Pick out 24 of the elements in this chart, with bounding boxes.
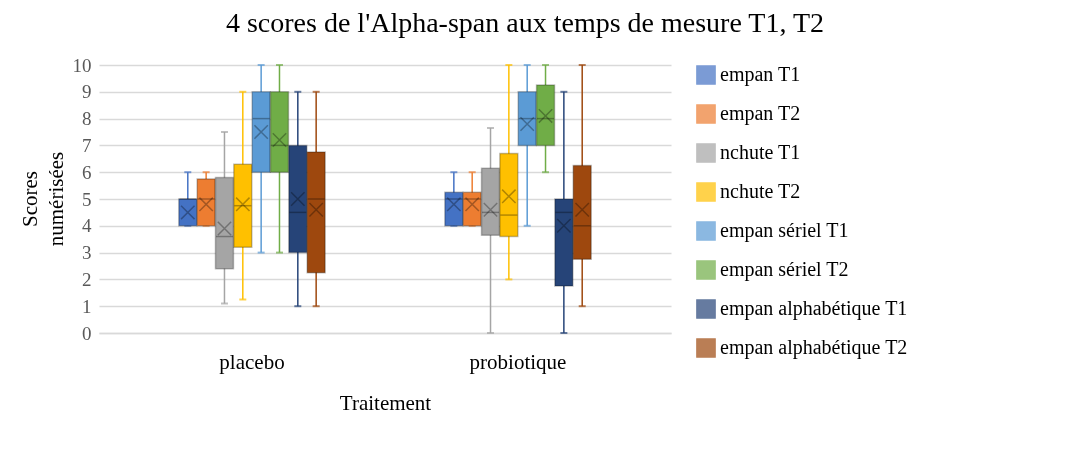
y-tick-label: 2 (82, 268, 92, 290)
y-tick-label: 8 (82, 108, 92, 130)
legend-label: empan T2 (720, 102, 801, 125)
legend-label: empan alphabétique T1 (720, 297, 908, 320)
y-tick-label: 7 (82, 134, 92, 156)
y-axis-title: Scores numérisées (18, 151, 68, 247)
x-tick-label: placebo (219, 349, 285, 374)
y-tick-label: 3 (82, 242, 92, 264)
y-tick-label: 10 (72, 54, 92, 76)
legend-label: empan sériel T2 (720, 258, 849, 281)
legend-label: empan alphabétique T2 (720, 336, 908, 359)
legend-label: nchute T1 (720, 141, 801, 163)
y-tick-label: 6 (82, 161, 92, 183)
y-tick-label: 5 (82, 188, 92, 210)
y-tick-label: 4 (82, 215, 92, 237)
legend-label: nchute T2 (720, 180, 801, 202)
y-tick-label: 9 (82, 81, 92, 103)
legend-label: empan T1 (720, 63, 801, 86)
y-tick-label: 0 (82, 322, 92, 344)
x-axis-title: Traitement (339, 390, 432, 415)
legend-label: empan sériel T1 (720, 219, 849, 242)
y-tick-label: 1 (82, 295, 92, 317)
chart-title: 4 scores de l'Alpha-span aux temps de mesure T1, T2 (225, 7, 825, 38)
x-tick-label: probiotique (469, 349, 567, 374)
